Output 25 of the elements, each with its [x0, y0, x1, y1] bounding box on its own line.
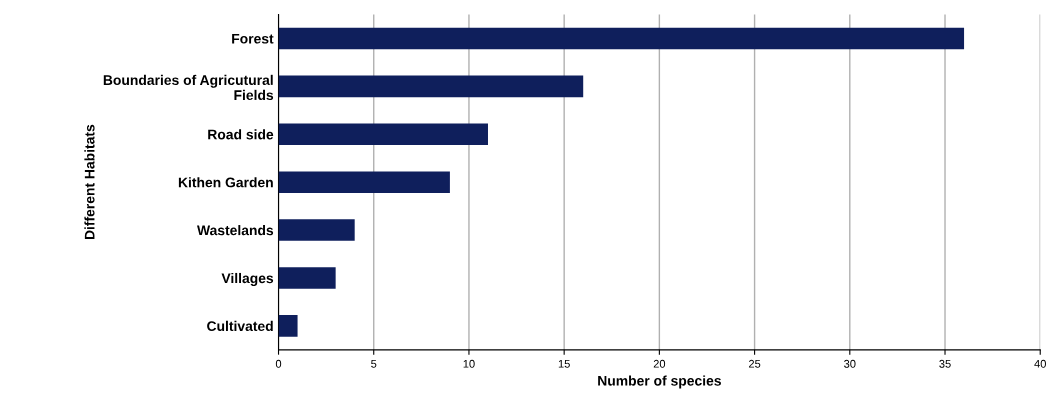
- y-tick-label: Cultivated: [207, 320, 273, 332]
- x-tick-label: 30: [844, 359, 856, 368]
- y-tick-label: Boundaries of Agricutural Fields: [103, 74, 274, 101]
- y-tick-label: Wastelands: [197, 225, 274, 236]
- y-tick-label: Road side: [208, 129, 274, 140]
- x-tick-label: 40: [1034, 359, 1046, 368]
- x-tick-label: 35: [939, 359, 951, 368]
- bar: [278, 219, 355, 241]
- y-tick-label: Kithen Garden: [178, 177, 273, 188]
- y-tick-label: Forest: [232, 33, 274, 44]
- y-axis-title: Different Habitats: [84, 124, 95, 240]
- bar: [278, 75, 584, 98]
- x-tick-label: 5: [371, 359, 377, 368]
- y-tick-label: Villages: [221, 272, 274, 286]
- bar: [278, 315, 298, 337]
- x-tick-label: 15: [558, 359, 570, 368]
- bar: [278, 171, 450, 193]
- x-tick-label: 0: [275, 359, 282, 368]
- x-axis-title: Number of species: [598, 375, 721, 389]
- x-tick-label: 25: [748, 359, 761, 368]
- bar: [278, 267, 336, 289]
- bar: [278, 27, 965, 50]
- x-tick-label: 10: [463, 359, 475, 368]
- bar: [278, 123, 488, 146]
- x-tick-label: 20: [653, 359, 666, 368]
